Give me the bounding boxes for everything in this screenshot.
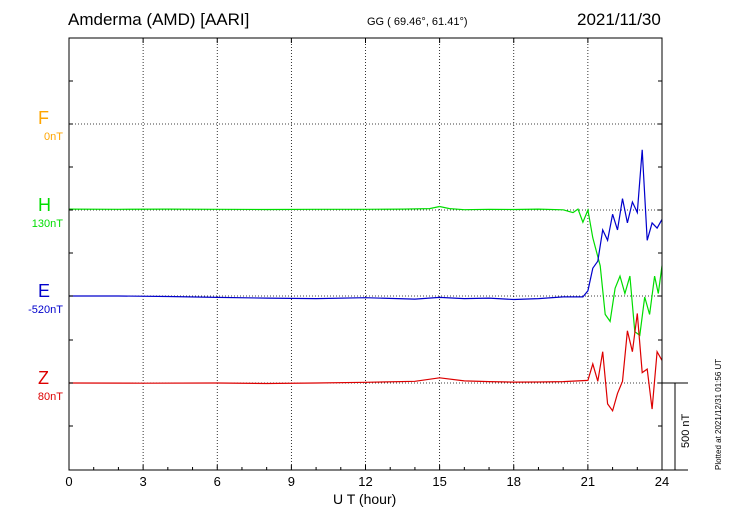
plotted-timestamp: Plotted at 2021/12/31 01:56 UT: [714, 358, 723, 470]
series-baseline-F: 0nT: [44, 131, 63, 143]
x-tick-label: 21: [580, 474, 596, 489]
x-tick-label: 9: [287, 474, 295, 489]
series-line-H: [68, 205, 663, 337]
grid-lines: [69, 38, 662, 470]
series-name-H: H: [38, 195, 51, 215]
chart-date: 2021/11/30: [577, 10, 661, 29]
series-line-Z: [68, 313, 663, 413]
x-tick-label: 0: [65, 474, 73, 489]
scale-bar: [662, 382, 688, 471]
series-baseline-Z: 80nT: [37, 391, 63, 403]
x-tick-label: 24: [654, 474, 670, 489]
x-axis-label: U T (hour): [333, 491, 397, 507]
x-tick-label: 18: [506, 474, 522, 489]
scale-bar-label: 500 nT: [680, 413, 692, 448]
x-ticks: [68, 38, 663, 470]
x-tick-label: 15: [432, 474, 447, 489]
station-coordinates: GG ( 69.46°, 61.41°): [367, 16, 468, 28]
series-traces: [68, 149, 663, 413]
series-baseline-H: 130nT: [31, 218, 63, 230]
series-line-E: [69, 149, 663, 301]
series-baseline-E: -520nT: [28, 304, 63, 316]
series-name-Z: Z: [38, 368, 49, 388]
x-tick-label: 12: [358, 474, 373, 489]
series-name-F: F: [38, 108, 49, 128]
series-name-E: E: [38, 281, 51, 301]
x-tick-label: 6: [213, 474, 221, 489]
station-title: Amderma (AMD) [AARI]: [68, 10, 250, 29]
x-tick-label: 3: [139, 474, 147, 489]
